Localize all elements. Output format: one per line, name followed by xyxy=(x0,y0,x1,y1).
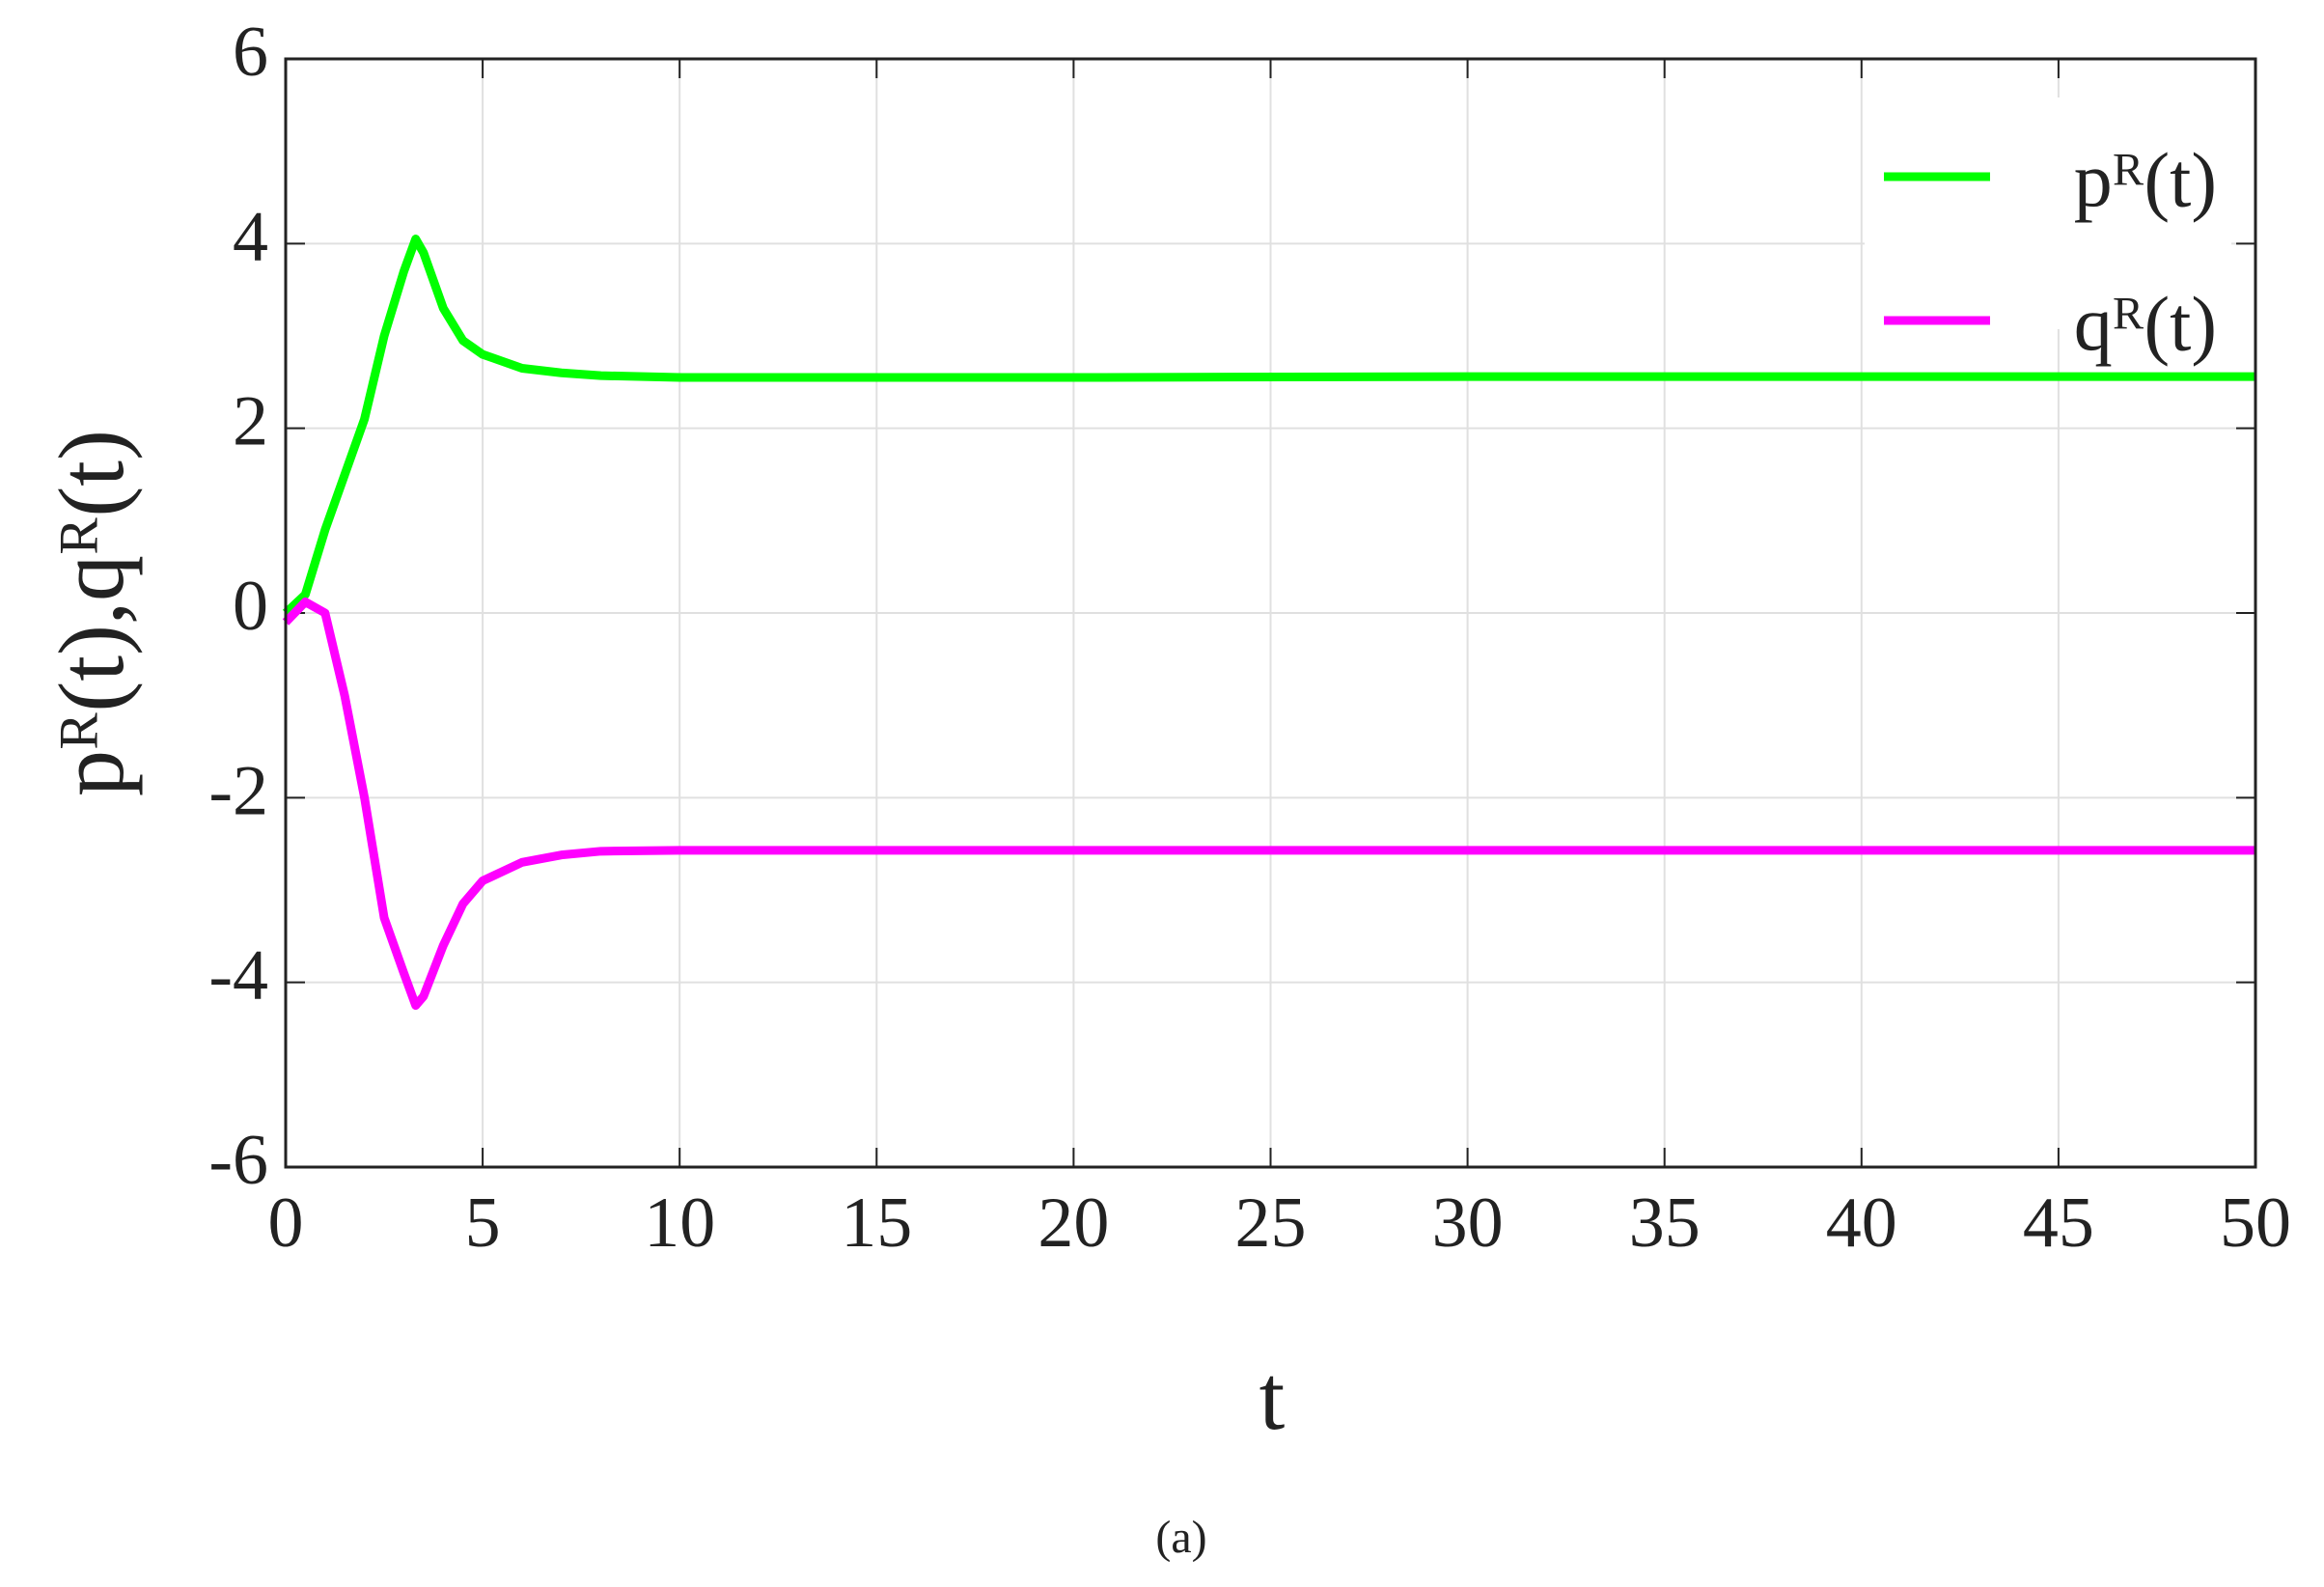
y-tick-label: 2 xyxy=(233,382,268,461)
caption: (a) xyxy=(1155,1512,1206,1563)
x-tick-label: 40 xyxy=(1826,1183,1897,1263)
x-axis-label: t xyxy=(1259,1346,1286,1449)
x-tick-label: 20 xyxy=(1038,1183,1109,1263)
x-tick-label: 35 xyxy=(1629,1183,1701,1263)
y-tick-label: 0 xyxy=(233,567,268,646)
x-tick-label: 15 xyxy=(841,1183,912,1263)
legend-box xyxy=(1865,97,2231,329)
y-axis-label: pᴿ(t),qᴿ(t) xyxy=(40,430,143,796)
data-line xyxy=(282,598,2255,1011)
y-tick-label: -6 xyxy=(208,1121,268,1200)
legend-label: pᴿ(t) xyxy=(2074,138,2217,223)
x-tick-label: 0 xyxy=(268,1183,304,1263)
x-tick-label: 5 xyxy=(465,1183,501,1263)
legend-label: qᴿ(t) xyxy=(2074,282,2217,367)
x-tick-label: 50 xyxy=(2220,1183,2291,1263)
y-tick-label: 6 xyxy=(233,13,268,92)
x-tick-label: 10 xyxy=(644,1183,715,1263)
x-tick-label: 30 xyxy=(1432,1183,1504,1263)
plot-frame xyxy=(284,57,2257,1169)
x-tick-label: 45 xyxy=(2023,1183,2094,1263)
data-line xyxy=(282,235,2255,617)
y-tick-label: -4 xyxy=(208,936,268,1016)
y-tick-label: 4 xyxy=(233,197,268,276)
x-tick-label: 25 xyxy=(1235,1183,1307,1263)
y-tick-label: -2 xyxy=(208,751,268,830)
